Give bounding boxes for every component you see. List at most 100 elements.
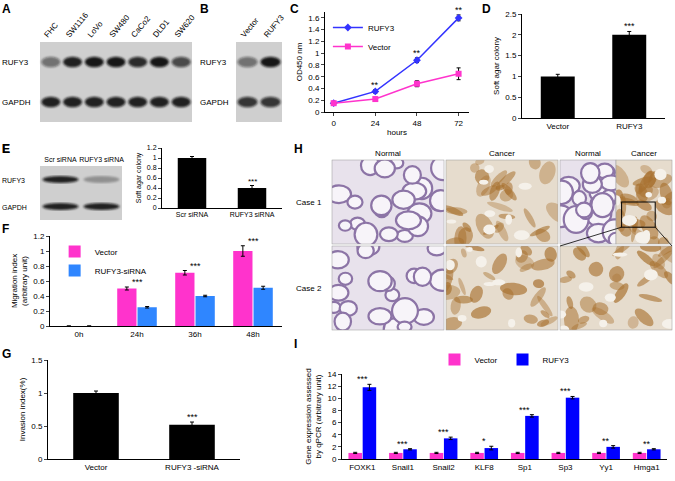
svg-text:Cancer: Cancer [631,149,657,158]
svg-text:RUFY3: RUFY3 [200,58,227,67]
svg-text:0: 0 [40,322,45,331]
svg-text:***: *** [438,427,449,437]
svg-text:Sp1: Sp1 [518,463,533,472]
svg-text:***: *** [397,439,408,449]
svg-text:48h: 48h [246,330,259,339]
svg-text:RUFY3-siRNA: RUFY3-siRNA [95,267,147,276]
svg-text:OD450 nm: OD450 nm [295,42,304,81]
svg-text:0.8: 0.8 [33,262,45,271]
svg-text:Vector: Vector [85,463,108,472]
svg-text:Snail2: Snail2 [432,463,455,472]
svg-text:Vector: Vector [475,356,498,365]
svg-text:Vector: Vector [546,122,569,131]
svg-text:Soft agar colony: Soft agar colony [492,37,501,95]
svg-text:0: 0 [153,204,157,211]
svg-text:24h: 24h [130,330,143,339]
svg-text:0.8: 0.8 [147,164,157,171]
svg-text:0.2: 0.2 [33,307,45,316]
svg-text:hours: hours [387,128,407,137]
svg-text:1: 1 [512,72,517,81]
svg-text:2.5: 2.5 [505,10,517,19]
svg-text:12: 12 [327,382,336,391]
svg-text:1.2: 1.2 [308,37,320,46]
svg-text:DLD1: DLD1 [151,17,171,39]
svg-text:Case 1: Case 1 [296,198,322,207]
svg-text:GAPDH: GAPDH [2,98,31,107]
svg-text:36h: 36h [188,330,201,339]
svg-text:0: 0 [331,119,336,128]
svg-text:1.2: 1.2 [147,144,157,151]
svg-text:RUFY3: RUFY3 [2,177,25,184]
svg-text:RUFY3 siRNA: RUFY3 siRNA [230,211,275,218]
svg-text:***: *** [248,177,257,186]
svg-text:0.5: 0.5 [505,93,517,102]
svg-text:***: *** [357,374,368,384]
svg-text:24: 24 [371,119,380,128]
svg-text:Hmga1: Hmga1 [634,463,660,472]
svg-text:0.4: 0.4 [308,84,320,93]
svg-text:0: 0 [332,455,337,464]
svg-text:1: 1 [38,389,43,398]
svg-text:**: ** [643,439,651,449]
svg-text:GAPDH: GAPDH [200,98,229,107]
svg-text:1.4: 1.4 [308,25,320,34]
svg-text:Normal: Normal [575,149,601,158]
svg-text:Vector: Vector [239,16,261,39]
svg-text:RUFY3: RUFY3 [2,58,29,67]
svg-text:0.4: 0.4 [147,184,157,191]
svg-text:Cancer: Cancer [489,149,515,158]
svg-text:0.4: 0.4 [33,292,45,301]
svg-text:***: *** [519,405,530,415]
svg-text:72: 72 [454,119,463,128]
svg-text:1: 1 [153,154,157,161]
svg-text:CaCo2: CaCo2 [129,14,152,39]
svg-text:1.6: 1.6 [308,14,320,23]
svg-text:1.5: 1.5 [505,51,517,60]
svg-text:1: 1 [40,247,45,256]
svg-text:Vector: Vector [368,43,391,52]
svg-text:FHC: FHC [42,21,60,40]
svg-text:RUFY3: RUFY3 [543,356,570,365]
svg-text:***: *** [624,21,635,31]
svg-text:10: 10 [327,394,336,403]
svg-text:2: 2 [332,443,337,452]
svg-text:0: 0 [38,455,43,464]
svg-text:**: ** [602,436,610,446]
svg-text:RUFY3: RUFY3 [368,24,395,33]
svg-text:Case 2: Case 2 [296,284,322,293]
svg-text:0h: 0h [75,330,84,339]
svg-text:4: 4 [332,431,337,440]
svg-text:Invasion index(%): Invasion index(%) [18,377,27,441]
svg-text:**: ** [371,80,379,90]
svg-text:FOXK1: FOXK1 [349,463,376,472]
svg-text:1.2: 1.2 [33,232,45,241]
svg-text:Migration index(arbitrary unit: Migration index(arbitrary unit) [10,254,29,308]
svg-text:0.6: 0.6 [308,73,320,82]
svg-text:0.6: 0.6 [147,174,157,181]
svg-text:***: *** [560,386,571,396]
svg-text:14: 14 [327,370,336,379]
svg-text:*: * [482,436,486,446]
svg-text:0.2: 0.2 [147,194,157,201]
svg-text:***: *** [132,277,143,287]
svg-text:Yy1: Yy1 [599,463,613,472]
svg-text:KLF8: KLF8 [475,463,495,472]
svg-text:Normal: Normal [375,149,401,158]
svg-text:8: 8 [332,406,337,415]
svg-text:Sp3: Sp3 [558,463,573,472]
svg-text:SW480: SW480 [108,13,132,39]
svg-text:SW620: SW620 [173,13,197,39]
svg-text:0.6: 0.6 [33,277,45,286]
svg-text:0.5: 0.5 [31,422,43,431]
svg-text:48: 48 [412,119,421,128]
svg-text:0.8: 0.8 [308,61,320,70]
svg-text:1.5: 1.5 [31,356,43,365]
svg-text:RUFY3: RUFY3 [262,13,286,39]
svg-text:6: 6 [332,418,337,427]
svg-text:Scr siRNA: Scr siRNA [176,211,209,218]
svg-text:LoVo: LoVo [86,19,105,39]
svg-text:RUFY3 -siRNA: RUFY3 -siRNA [165,463,219,472]
svg-text:0: 0 [512,114,517,123]
svg-text:1: 1 [315,49,320,58]
svg-text:Scr siRNA: Scr siRNA [44,156,77,163]
